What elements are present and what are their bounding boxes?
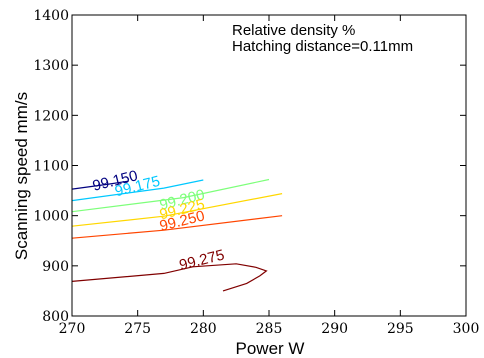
contour-line-99.250 (71, 215, 283, 239)
y-tick-label-1400: 1400 (33, 8, 69, 24)
y-tick-label-1300: 1300 (33, 58, 69, 74)
x-tick-label-280: 280 (190, 321, 217, 337)
y-tick-label-900: 900 (42, 259, 69, 275)
contour-line-99.275 (71, 263, 268, 292)
x-tick-label-295: 295 (387, 321, 414, 337)
x-tick-label-300: 300 (453, 321, 480, 337)
x-tick-label-270: 270 (59, 321, 86, 337)
contour-line-99.150 (71, 180, 129, 190)
x-tick-label-285: 285 (256, 321, 283, 337)
x-tick-label-290: 290 (321, 321, 348, 337)
contour-label-99.275: 99.275 (178, 246, 227, 274)
x-tick-label-275: 275 (124, 321, 151, 337)
y-tick-label-1200: 1200 (33, 108, 69, 124)
annotation-relative-density: Relative density % (232, 22, 355, 39)
y-axis-title: Scanning speed mm/s (12, 92, 31, 260)
plot-frame (71, 14, 467, 317)
annotation-hatching-distance: Hatching distance=0.11mm (232, 38, 413, 55)
contour-line-99.225 (71, 193, 283, 227)
axes: 270 275 280 285 290 295 300 800 900 1000 1100 1200 1… (33, 8, 479, 337)
y-tick-label-800: 800 (42, 309, 69, 325)
y-tick-label-1000: 1000 (33, 209, 69, 225)
contour-line-99.200 (71, 178, 270, 213)
x-axis-title: Power W (236, 339, 305, 358)
contour-line-99.175 (71, 179, 204, 202)
y-tick-label-1100: 1100 (33, 159, 69, 175)
